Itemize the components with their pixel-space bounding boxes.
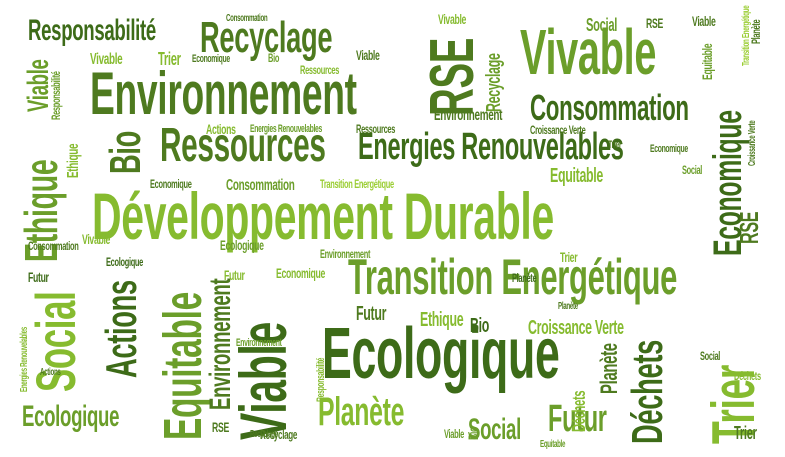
word-dechets-small-vertical: Déchets bbox=[569, 390, 589, 432]
word-ethique-small: Ethique bbox=[420, 309, 464, 331]
word-vivable-small: Vivable bbox=[90, 51, 123, 68]
word-consommation-left: Consommation bbox=[28, 239, 79, 253]
word-equitable-vertical: Equitable bbox=[153, 292, 213, 440]
word-recyclage-small: Recyclage bbox=[260, 427, 298, 442]
word-energies-renouvelables-vertical: Energies Renouvelables bbox=[19, 327, 30, 392]
word-trier-top: Trier bbox=[158, 49, 181, 69]
word-transition-energetique-small: Transition Energétique bbox=[320, 177, 394, 191]
word-social-top: Social bbox=[586, 15, 618, 35]
word-environnement-tiny: Environnement bbox=[320, 247, 371, 261]
word-energies-renouvelables-small: Energies Renouvelables bbox=[250, 123, 323, 135]
word-responsabilite-vertical: Responsabilité bbox=[49, 71, 63, 120]
word-environnement-large: Environnement bbox=[90, 60, 357, 127]
word-futur-small: Futur bbox=[356, 303, 387, 325]
word-viable-top: Viable bbox=[692, 13, 716, 29]
word-equitable-vertical-right: Equitable bbox=[699, 43, 715, 80]
word-planete-tiny: Planète bbox=[512, 271, 537, 285]
word-responsabilite-small-vertical: Responsabilité bbox=[315, 357, 327, 402]
word-consommation-medium: Consommation bbox=[530, 87, 689, 128]
word-economique-tiny: Economique bbox=[192, 53, 230, 65]
word-futur-left: Futur bbox=[28, 269, 49, 285]
word-ecologique-medium: Ecologique bbox=[22, 400, 120, 433]
word-ecologique-mid: Ecologique bbox=[220, 237, 264, 253]
word-ressources-large: Ressources bbox=[160, 119, 326, 172]
word-trier-small-mid: Trier bbox=[560, 249, 578, 265]
word-bio-small-vertical: Bio bbox=[465, 426, 481, 440]
word-actions-small: Actions bbox=[206, 121, 236, 137]
word-planete-large: Planète bbox=[318, 390, 405, 434]
word-planete-vertical-right: Planète bbox=[749, 19, 763, 44]
word-recyclage-large: Recyclage bbox=[200, 13, 333, 62]
word-futur-mid: Futur bbox=[224, 267, 245, 283]
word-actions-vertical: Actions bbox=[97, 280, 146, 378]
word-economique-mid: Economique bbox=[276, 265, 325, 281]
word-transition-energetique: Transition Energétique bbox=[348, 249, 678, 305]
word-vivable-left: Vivable bbox=[82, 231, 111, 247]
word-consommation-small: Consommation bbox=[226, 177, 295, 194]
word-vivable-top: Vivable bbox=[438, 11, 467, 27]
word-rse-top: RSE bbox=[646, 15, 663, 31]
word-vivable-large: Vivable bbox=[520, 16, 657, 88]
word-rse-vertical-right: RSE bbox=[734, 211, 764, 244]
word-energies-renouvelables: Energies Renouvelables bbox=[358, 126, 624, 168]
word-responsabilite-medium: Responsabilité bbox=[28, 14, 156, 47]
word-equitable-small: Equitable bbox=[540, 439, 566, 450]
word-ethique-small-vertical: Ethique bbox=[65, 143, 82, 178]
word-social-small: Social bbox=[700, 349, 721, 363]
word-futur-large: Futur bbox=[548, 398, 607, 440]
word-recyclage-vertical: Recyclage bbox=[483, 53, 505, 112]
word-trier-right: Trier bbox=[608, 139, 622, 151]
word-viable-bottom: Viable bbox=[444, 427, 464, 441]
word-ressources-small: Ressources bbox=[356, 122, 396, 136]
word-economique-right: Economique bbox=[650, 143, 688, 155]
word-environnement-small: Environnement bbox=[434, 107, 503, 124]
word-equitable-medium: Equitable bbox=[550, 165, 604, 187]
word-rse-small: RSE bbox=[212, 419, 229, 435]
word-croissance-verte-vertical: Croissance Verte bbox=[747, 120, 758, 166]
word-rse-vertical: RSE bbox=[418, 37, 487, 116]
word-croissance-verte-medium: Croissance Verte bbox=[528, 317, 624, 339]
word-ecologique-large: Ecologique bbox=[322, 314, 560, 394]
word-viable-small: Viable bbox=[356, 47, 380, 63]
word-croissance-verte-small: Croissance Verte bbox=[530, 123, 586, 137]
word-social-right: Social bbox=[682, 163, 703, 177]
word-ressources-top: Ressources bbox=[300, 63, 340, 77]
word-bio-top: Bio bbox=[268, 51, 280, 65]
word-trier-small: Trier bbox=[734, 423, 757, 443]
word-consommation-top: Consommation bbox=[226, 13, 268, 24]
word-planete-vertical: Planète bbox=[596, 343, 623, 394]
word-social-medium: Social bbox=[468, 413, 521, 446]
word-environnement-mid: Environnement bbox=[236, 337, 282, 349]
word-actions-tiny: Actions bbox=[40, 367, 61, 378]
word-bio-vertical: Bio bbox=[101, 130, 150, 174]
word-recyclage-tiny: Recyclage bbox=[250, 429, 278, 440]
word-ecologique-small: Ecologique bbox=[106, 255, 143, 269]
word-bio-small: Bio bbox=[470, 315, 490, 337]
word-developpement-durable: Développement Durable bbox=[92, 179, 554, 253]
word-dechets-small: Déchets bbox=[734, 369, 761, 383]
word-economique-small: Economique bbox=[150, 177, 192, 191]
word-dechets-vertical: Déchets bbox=[623, 340, 672, 444]
word-planete-small: Planète bbox=[558, 301, 578, 312]
word-environnement-vertical: Environnement bbox=[204, 278, 237, 410]
